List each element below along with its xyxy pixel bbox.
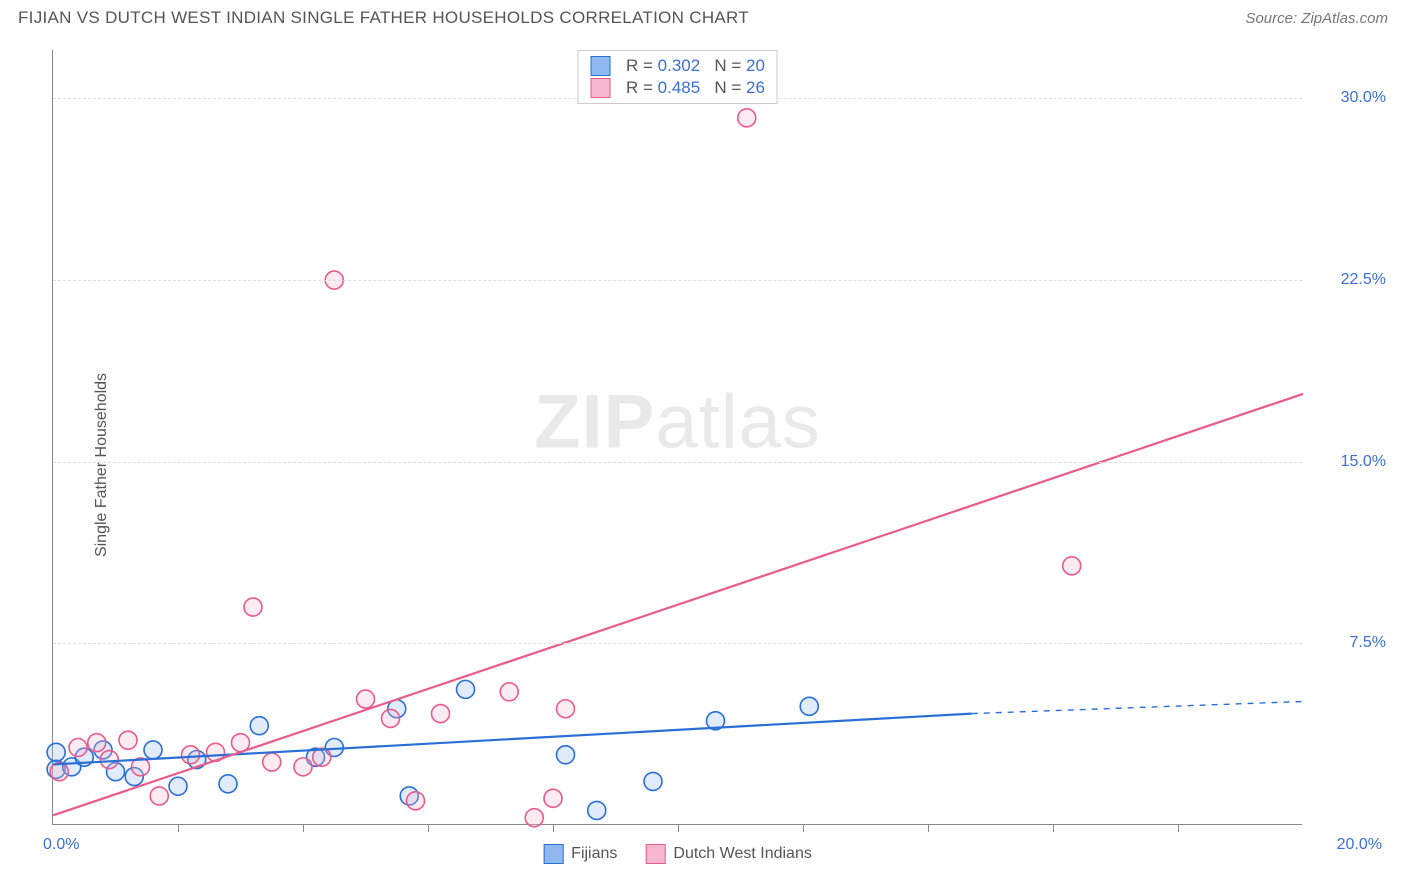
data-point — [800, 697, 818, 715]
series-legend: Fijians Dutch West Indians — [543, 844, 812, 864]
data-point — [557, 700, 575, 718]
correlation-legend-row: R = 0.302 N = 20 — [590, 55, 765, 77]
data-point — [263, 753, 281, 771]
x-tick — [1053, 824, 1054, 832]
series-legend-item: Dutch West Indians — [645, 844, 811, 864]
y-tick-label: 22.5% — [1308, 271, 1386, 289]
data-point — [407, 792, 425, 810]
legend-text: R = 0.485 N = 26 — [626, 78, 765, 98]
series-legend-item: Fijians — [543, 844, 617, 864]
y-tick-label: 7.5% — [1308, 634, 1386, 652]
gridline — [53, 280, 1302, 281]
x-tick — [678, 824, 679, 832]
x-tick — [303, 824, 304, 832]
data-point — [47, 743, 65, 761]
trend-line — [53, 394, 1303, 815]
data-point — [457, 680, 475, 698]
data-point — [144, 741, 162, 759]
x-tick — [428, 824, 429, 832]
data-point — [500, 683, 518, 701]
data-point — [244, 598, 262, 616]
legend-label: Fijians — [571, 845, 617, 862]
data-point — [544, 789, 562, 807]
data-point — [588, 801, 606, 819]
chart-svg — [53, 50, 1302, 824]
correlation-legend: R = 0.302 N = 20R = 0.485 N = 26 — [577, 50, 778, 104]
data-point — [432, 705, 450, 723]
trend-line-dashed — [972, 701, 1303, 713]
plot-area: ZIPatlas 7.5%15.0%22.5%30.0%0.0%20.0%R =… — [52, 50, 1302, 825]
legend-swatch — [590, 56, 610, 76]
data-point — [382, 709, 400, 727]
data-point — [644, 772, 662, 790]
data-point — [119, 731, 137, 749]
data-point — [525, 809, 543, 827]
legend-swatch — [590, 78, 610, 98]
x-tick-label: 20.0% — [1337, 836, 1382, 854]
chart-title: FIJIAN VS DUTCH WEST INDIAN SINGLE FATHE… — [18, 8, 749, 28]
chart-header: FIJIAN VS DUTCH WEST INDIAN SINGLE FATHE… — [0, 0, 1406, 32]
y-tick-label: 15.0% — [1308, 453, 1386, 471]
data-point — [357, 690, 375, 708]
data-point — [250, 717, 268, 735]
data-point — [169, 777, 187, 795]
x-tick-label: 0.0% — [43, 836, 79, 854]
x-tick — [178, 824, 179, 832]
gridline — [53, 643, 1302, 644]
legend-swatch — [543, 844, 563, 864]
data-point — [88, 734, 106, 752]
x-tick — [553, 824, 554, 832]
x-tick — [803, 824, 804, 832]
data-point — [100, 751, 118, 769]
trend-line — [53, 714, 972, 765]
correlation-legend-row: R = 0.485 N = 26 — [590, 77, 765, 99]
data-point — [182, 746, 200, 764]
data-point — [738, 109, 756, 127]
data-point — [219, 775, 237, 793]
x-tick — [928, 824, 929, 832]
data-point — [1063, 557, 1081, 575]
legend-text: R = 0.302 N = 20 — [626, 56, 765, 76]
legend-label: Dutch West Indians — [673, 845, 811, 862]
data-point — [294, 758, 312, 776]
gridline — [53, 462, 1302, 463]
y-tick-label: 30.0% — [1308, 89, 1386, 107]
x-tick — [1178, 824, 1179, 832]
data-point — [50, 763, 68, 781]
chart-container: Single Father Households ZIPatlas 7.5%15… — [0, 40, 1406, 890]
data-point — [557, 746, 575, 764]
chart-source: Source: ZipAtlas.com — [1245, 10, 1388, 27]
legend-swatch — [645, 844, 665, 864]
data-point — [69, 739, 87, 757]
data-point — [150, 787, 168, 805]
